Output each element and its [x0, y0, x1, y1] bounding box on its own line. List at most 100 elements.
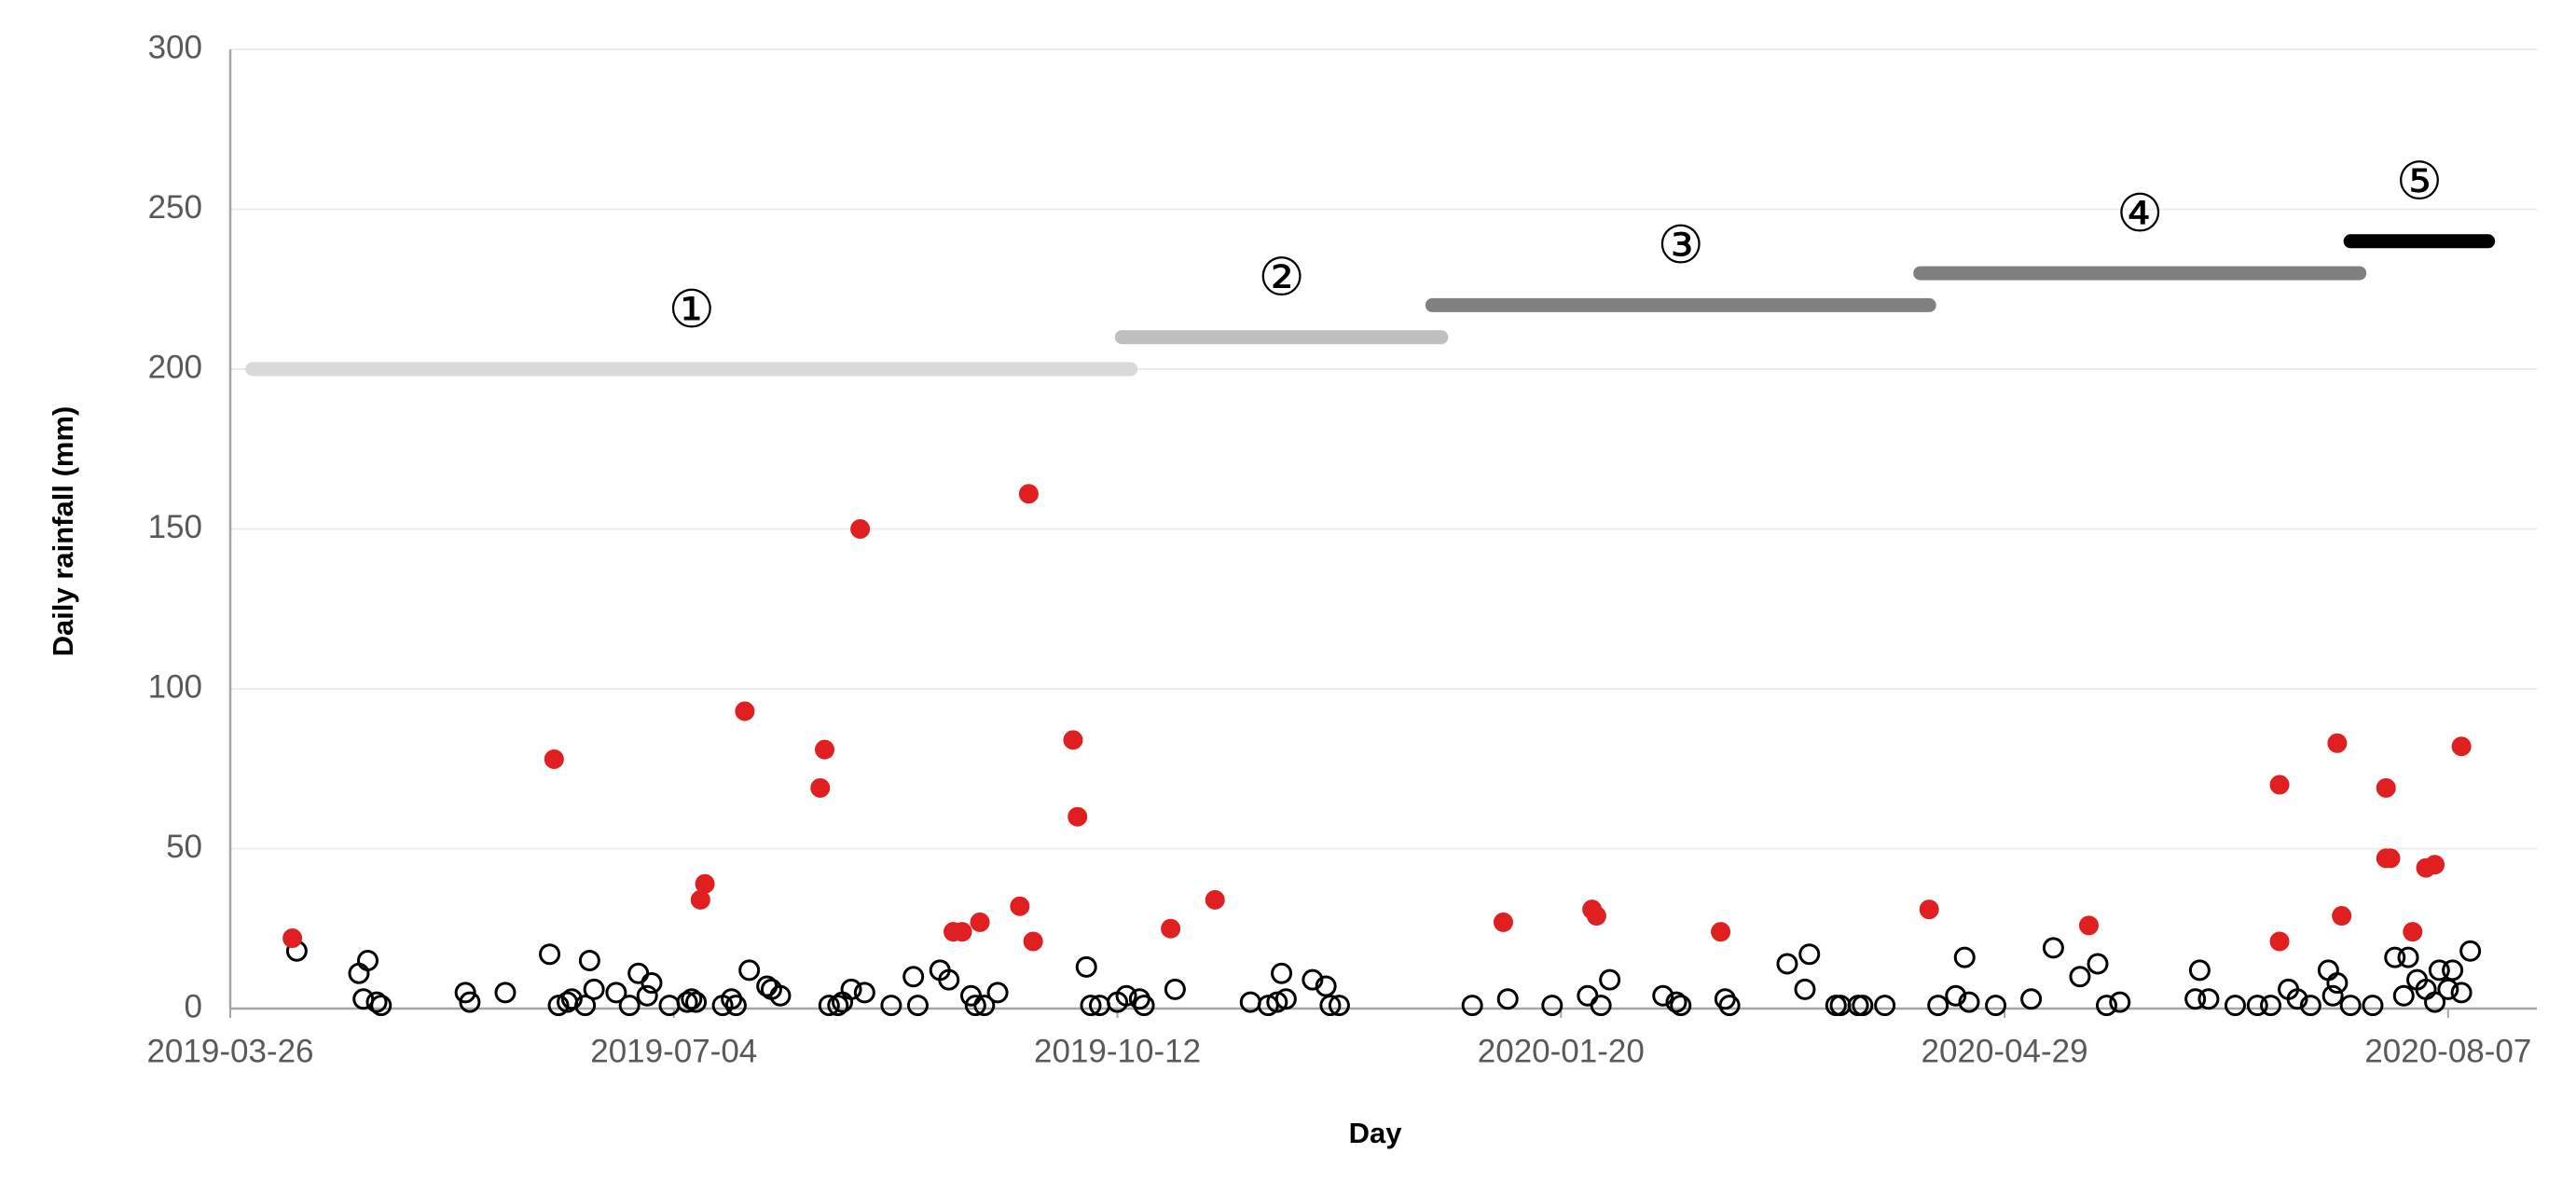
data-point: [1023, 931, 1043, 952]
data-point: [1328, 995, 1350, 1017]
data-point: [454, 982, 476, 1004]
data-point: [938, 968, 960, 991]
data-point: [1794, 978, 1816, 1000]
data-point: [459, 991, 481, 1013]
data-point: [494, 982, 517, 1004]
data-point: [356, 950, 379, 972]
data-point: [1493, 912, 1513, 932]
data-point: [853, 982, 875, 1004]
data-point: [1010, 896, 1030, 916]
data-point: [840, 978, 862, 1000]
data-point: [2450, 982, 2473, 1004]
data-point: [1319, 995, 1342, 1017]
data-point: [2428, 959, 2450, 982]
data-point: [605, 982, 627, 1004]
data-point: [1829, 995, 1852, 1017]
data-point: [1985, 995, 2007, 1017]
data-point: [1205, 889, 1225, 910]
data-point: [539, 943, 561, 966]
data-point: [2020, 988, 2043, 1010]
data-point: [618, 995, 641, 1017]
y-tick-label: 100: [148, 668, 202, 705]
data-point: [560, 988, 583, 1010]
data-point: [1128, 988, 1150, 1010]
data-point: [2332, 906, 2352, 927]
data-point: [1315, 975, 1337, 997]
data-point: [348, 962, 370, 984]
data-point: [1063, 730, 1083, 750]
y-tick-label: 300: [148, 29, 202, 65]
data-point: [2069, 966, 2091, 988]
data-point: [735, 701, 755, 721]
data-point: [1825, 995, 1847, 1017]
data-point: [850, 519, 871, 539]
data-point: [2376, 777, 2396, 798]
x-tick-label: 2020-08-07: [2364, 1033, 2531, 1069]
data-point: [2109, 991, 2131, 1013]
data-point: [636, 984, 658, 1007]
y-tick-label: 250: [148, 189, 202, 226]
data-point: [1541, 995, 1564, 1017]
data-point: [827, 995, 849, 1017]
data-point: [641, 972, 663, 995]
data-point: [2317, 959, 2339, 982]
data-point: [1271, 962, 1293, 984]
x-tick-label: 2019-03-26: [146, 1033, 313, 1069]
data-point: [2197, 988, 2220, 1010]
data-point: [2260, 995, 2282, 1017]
x-tick-label: 2020-01-20: [1478, 1033, 1645, 1069]
data-point: [1274, 988, 1297, 1010]
data-point: [1266, 991, 1288, 1013]
data-point: [2087, 953, 2109, 975]
period-label: ②: [1258, 247, 1304, 306]
period-label: ⑤: [2396, 152, 2443, 211]
data-point: [681, 988, 703, 1010]
data-point: [769, 984, 792, 1007]
data-point: [2327, 733, 2348, 753]
data-point: [2042, 937, 2064, 959]
data-point: [2269, 775, 2290, 795]
data-point: [1115, 984, 1137, 1007]
data-point: [2326, 972, 2349, 995]
data-point: [1852, 995, 1874, 1017]
data-point: [880, 995, 902, 1017]
data-point: [1714, 988, 1736, 1010]
data-point: [906, 995, 929, 1017]
data-point: [2380, 848, 2401, 869]
data-point: [2299, 995, 2321, 1017]
data-point: [2424, 991, 2446, 1013]
data-point: [1874, 995, 1896, 1017]
x-tick-label: 2019-07-04: [590, 1033, 757, 1069]
y-axis-title: Daily rainfall (mm): [47, 406, 79, 657]
data-point: [583, 978, 605, 1000]
data-point: [973, 995, 996, 1017]
data-point: [1798, 943, 1821, 966]
data-point: [2096, 995, 2118, 1017]
data-point: [1075, 955, 1097, 978]
data-point: [1586, 906, 1606, 927]
data-point: [970, 912, 990, 932]
data-point: [574, 995, 597, 1017]
data-point: [352, 988, 375, 1010]
data-point: [1776, 953, 1798, 975]
data-point: [952, 922, 972, 942]
x-axis-title: Day: [1349, 1117, 1403, 1149]
y-tick-label: 200: [148, 349, 202, 385]
data-point: [2425, 855, 2445, 875]
data-point: [1945, 984, 1967, 1007]
data-point: [815, 739, 835, 760]
data-point: [1670, 995, 1692, 1017]
data-point: [1461, 995, 1483, 1017]
data-point: [1953, 946, 1976, 968]
data-point: [658, 995, 681, 1017]
period-label: ①: [668, 280, 715, 338]
data-point: [1590, 995, 1612, 1017]
data-point: [2437, 978, 2459, 1000]
data-point: [2459, 940, 2482, 962]
y-tick-label: 0: [185, 988, 202, 1024]
data-point: [282, 928, 303, 949]
data-point: [685, 991, 708, 1013]
data-point: [1496, 988, 1519, 1010]
